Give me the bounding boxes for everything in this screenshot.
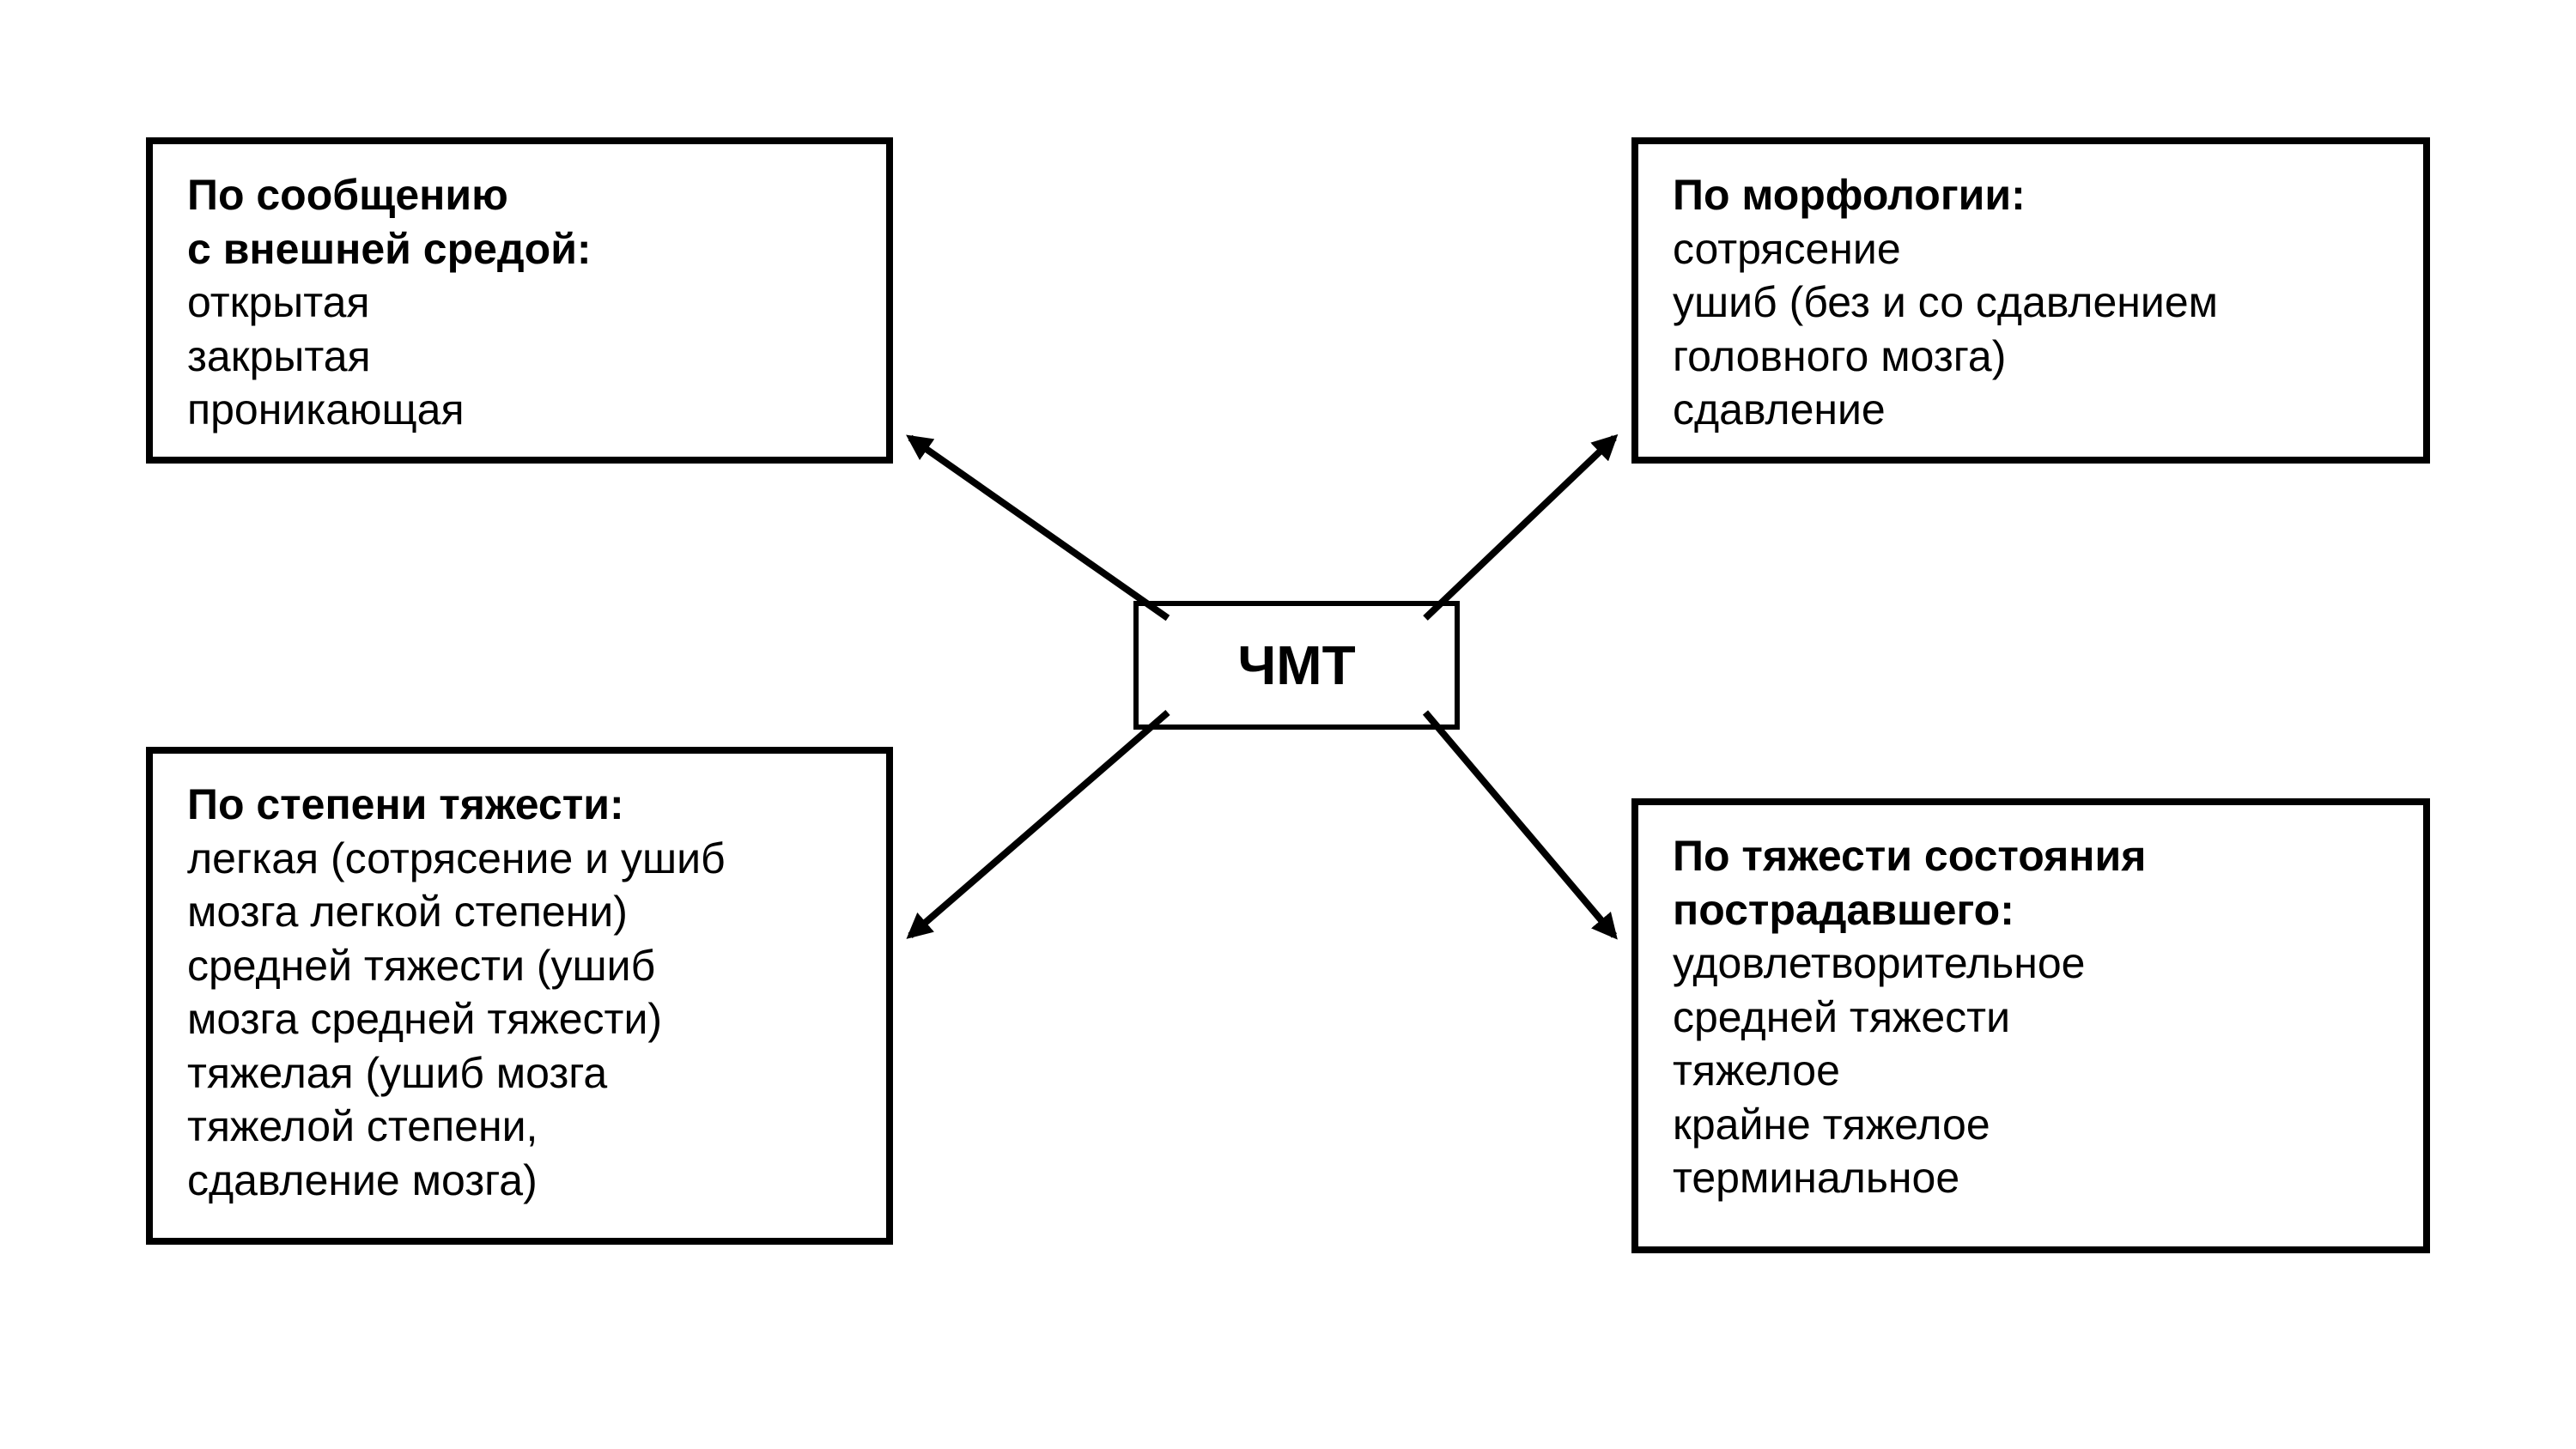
center-node: ЧМТ bbox=[1133, 601, 1460, 730]
box-severity-item: тяжелая (ушиб мозга bbox=[187, 1046, 852, 1100]
box-morphology-item: сдавление bbox=[1673, 383, 2389, 437]
box-communication: По сообщениюс внешней средой:открытаязак… bbox=[146, 137, 893, 464]
box-condition-item: крайне тяжелое bbox=[1673, 1098, 2389, 1152]
box-severity-item: легкая (сотрясение и ушиб bbox=[187, 832, 852, 886]
box-morphology-item: ушиб (без и со сдавлением bbox=[1673, 276, 2389, 330]
box-communication-item: закрытая bbox=[187, 330, 852, 384]
box-morphology-item: головного мозга) bbox=[1673, 330, 2389, 384]
box-morphology-item: сотрясение bbox=[1673, 222, 2389, 276]
box-severity-item: средней тяжести (ушиб bbox=[187, 939, 852, 993]
box-severity-item: мозга средней тяжести) bbox=[187, 992, 852, 1046]
box-condition-title: По тяжести состояния bbox=[1673, 829, 2389, 883]
diagram-canvas: ЧМТ По сообщениюс внешней средой:открыта… bbox=[0, 0, 2576, 1449]
box-communication-title: По сообщению bbox=[187, 168, 852, 222]
box-morphology: По морфологии:сотрясениеушиб (без и со с… bbox=[1631, 137, 2430, 464]
box-patient-condition: По тяжести состоянияпострадавшего:удовле… bbox=[1631, 798, 2430, 1253]
box-severity-item: мозга легкой степени) bbox=[187, 885, 852, 939]
box-severity-degree: По степени тяжести:легкая (сотрясение и … bbox=[146, 747, 893, 1245]
box-morphology-title: По морфологии: bbox=[1673, 168, 2389, 222]
center-label: ЧМТ bbox=[1237, 634, 1355, 697]
box-severity-item: тяжелой степени, bbox=[187, 1100, 852, 1154]
box-communication-title: с внешней средой: bbox=[187, 222, 852, 276]
box-condition-item: средней тяжести bbox=[1673, 991, 2389, 1045]
box-condition-title: пострадавшего: bbox=[1673, 883, 2389, 937]
box-condition-item: удовлетворительное bbox=[1673, 937, 2389, 991]
box-condition-item: тяжелое bbox=[1673, 1044, 2389, 1098]
box-condition-item: терминальное bbox=[1673, 1151, 2389, 1205]
box-communication-item: проникающая bbox=[187, 383, 852, 437]
box-severity-item: сдавление мозга) bbox=[187, 1154, 852, 1208]
box-communication-item: открытая bbox=[187, 276, 852, 330]
box-severity-title: По степени тяжести: bbox=[187, 778, 852, 832]
